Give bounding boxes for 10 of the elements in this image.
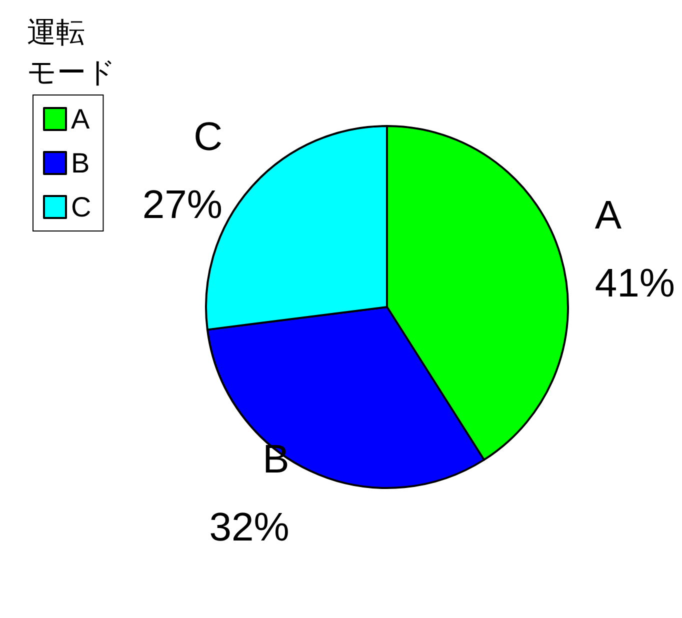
legend-label: A xyxy=(71,104,90,134)
legend-label: C xyxy=(71,192,92,222)
data-label: 41% xyxy=(594,262,675,306)
data-label: 27% xyxy=(142,182,222,227)
slice-label: A xyxy=(594,194,622,238)
legend-title: 運転モード xyxy=(27,17,116,89)
slice-label: B xyxy=(262,437,290,482)
data-label: 32% xyxy=(209,505,290,550)
slice-label: C xyxy=(194,114,222,159)
legend-label: B xyxy=(71,148,90,178)
